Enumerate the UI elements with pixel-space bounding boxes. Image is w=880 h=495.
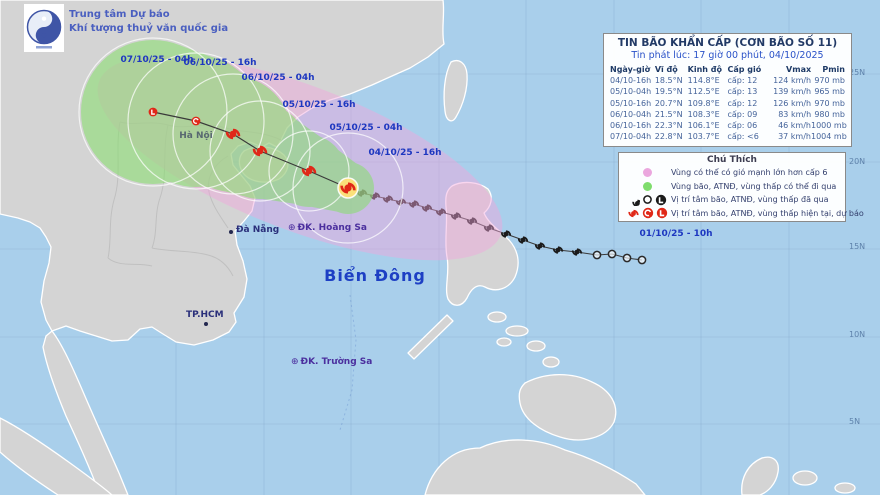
bulletin-row: 07/10-04h 22.8°N 103.7°E cấp: <6 37 km/h 10…	[610, 132, 847, 142]
land-mindanao	[518, 374, 617, 441]
lat-label-5n: 5N	[849, 417, 861, 426]
forecast-atnd-symbol	[190, 115, 202, 127]
land-sulawesi	[741, 456, 779, 495]
hcm-dot	[204, 322, 208, 326]
lat-label-20n: 20N	[849, 157, 866, 166]
track-label-0610-04h: 06/10/25 - 04h	[241, 73, 315, 83]
forecast-track-line	[152, 111, 349, 189]
bulletin-table-header: Ngày-giờ Vĩ độ Kinh độ Cấp gió Vmax Pmin	[610, 65, 845, 74]
bulletin-row: 04/10-16h 18.5°N 114.8°E cấp: 12 124 km/h 9…	[610, 76, 845, 86]
legend-item: Vị trí tâm bão, ATNĐ, vùng thấp đã qua	[623, 193, 841, 207]
lat-label-25n: 25N	[849, 68, 866, 77]
track-label-0110-10h: 01/10/25 - 10h	[639, 229, 713, 239]
forecast-position-rings	[78, 37, 404, 244]
label-hcm: TP.HCM	[186, 310, 224, 320]
legend-title: Chú Thích	[707, 155, 757, 165]
past-circle-symbol	[622, 253, 632, 263]
track-label-0610-16h: 06/10/25 - 16h	[183, 58, 257, 68]
org-name-line2: Khí tượng thuỷ văn quốc gia	[69, 23, 229, 34]
maritime-boundary-line	[339, 294, 357, 431]
land-palawan	[407, 314, 454, 360]
forecast-radius-ring	[268, 130, 350, 212]
past-depression-icon	[643, 195, 652, 205]
label-truong-sa: ⊕ ĐK. Trường Sa	[291, 357, 373, 367]
label-hoang-sa: ⊕ ĐK. Hoàng Sa	[288, 223, 367, 233]
bulletin-title: TIN BÃO KHẨN CẤP (CƠN BÃO SỐ 11)	[617, 37, 838, 49]
bulletin-row: 05/10-04h 19.5°N 112.5°E cấp: 13 139 km/h 9…	[610, 87, 845, 97]
track-label-0410-16h: 04/10/25 - 16h	[368, 148, 442, 158]
forecast-radius-ring	[172, 73, 294, 195]
track-label-0510-16h: 05/10/25 - 16h	[282, 100, 356, 110]
label-hanoi: Hà Nội	[179, 131, 213, 141]
bulletin-row: 06/10-16h 22.3°N 106.1°E cấp: 06 46 km/h 10…	[610, 121, 847, 131]
island-marker-icon: ⊕	[288, 223, 296, 233]
legend-item: Vùng có thể có gió mạnh lớn hơn cấp 6	[623, 166, 841, 180]
forecast-radius-ring	[209, 100, 311, 202]
land-malay-peninsula	[42, 330, 129, 495]
island-marker-icon: ⊕	[291, 357, 299, 367]
track-label-0710-04h: 07/10/25 - 04h	[120, 55, 194, 65]
forecast-low-icon	[655, 207, 668, 220]
forecast-typhoon-icon	[627, 209, 639, 217]
forecast-radius-ring	[78, 37, 228, 187]
strong-wind-area-icon	[642, 168, 652, 178]
lat-label-15n: 15N	[849, 242, 866, 251]
lat-label-10n: 10N	[849, 330, 866, 339]
past-circle-symbol	[607, 249, 617, 259]
past-typhoon-icon	[632, 199, 640, 207]
bulletin-row: 06/10-04h 21.5°N 108.3°E cấp: 09 83 km/h 98…	[610, 109, 845, 119]
land-borneo	[424, 439, 646, 495]
track-label-0510-04h: 05/10/25 - 04h	[329, 123, 403, 133]
past-circle-symbol	[637, 255, 647, 265]
org-name-line1: Trung tâm Dự báo	[69, 9, 170, 20]
land-sumatra	[0, 417, 113, 495]
current-wind-radius-ring	[292, 132, 404, 244]
legend-item: Vùng bão, ATNĐ, vùng thấp có thể đi qua	[623, 180, 841, 194]
forecast-symbols	[147, 106, 359, 199]
land-taiwan	[443, 59, 468, 122]
bulletin-row: 05/10-16h 20.7°N 109.8°E cấp: 12 126 km/h 9…	[610, 98, 845, 108]
legend-panel: Chú Thích Vùng có thể có gió mạnh lớn hơ…	[618, 152, 864, 222]
land-luzon	[445, 181, 519, 306]
past-circle-symbol	[592, 250, 602, 260]
forecast-depression-icon	[641, 207, 654, 220]
forecast-cone-icon	[642, 181, 652, 191]
past-low-icon	[655, 193, 667, 206]
danang-dot	[229, 230, 233, 234]
label-bien-dong: Biển Đông	[324, 266, 426, 285]
bulletin-issued-time: Tin phát lúc: 17 giờ 00 phút, 04/10/2025	[631, 50, 824, 61]
forecast-radius-ring	[127, 52, 265, 190]
storm-bulletin-panel: TIN BÃO KHẨN CẤP (CƠN BÃO SỐ 11) Tin phá…	[603, 33, 852, 147]
forecast-low-symbol	[147, 106, 159, 118]
legend-item: Vị trí tâm bão, ATNĐ, vùng thấp hiện tại…	[623, 207, 864, 221]
agency-logo	[24, 4, 64, 52]
label-danang: Đà Nẵng	[236, 225, 280, 235]
